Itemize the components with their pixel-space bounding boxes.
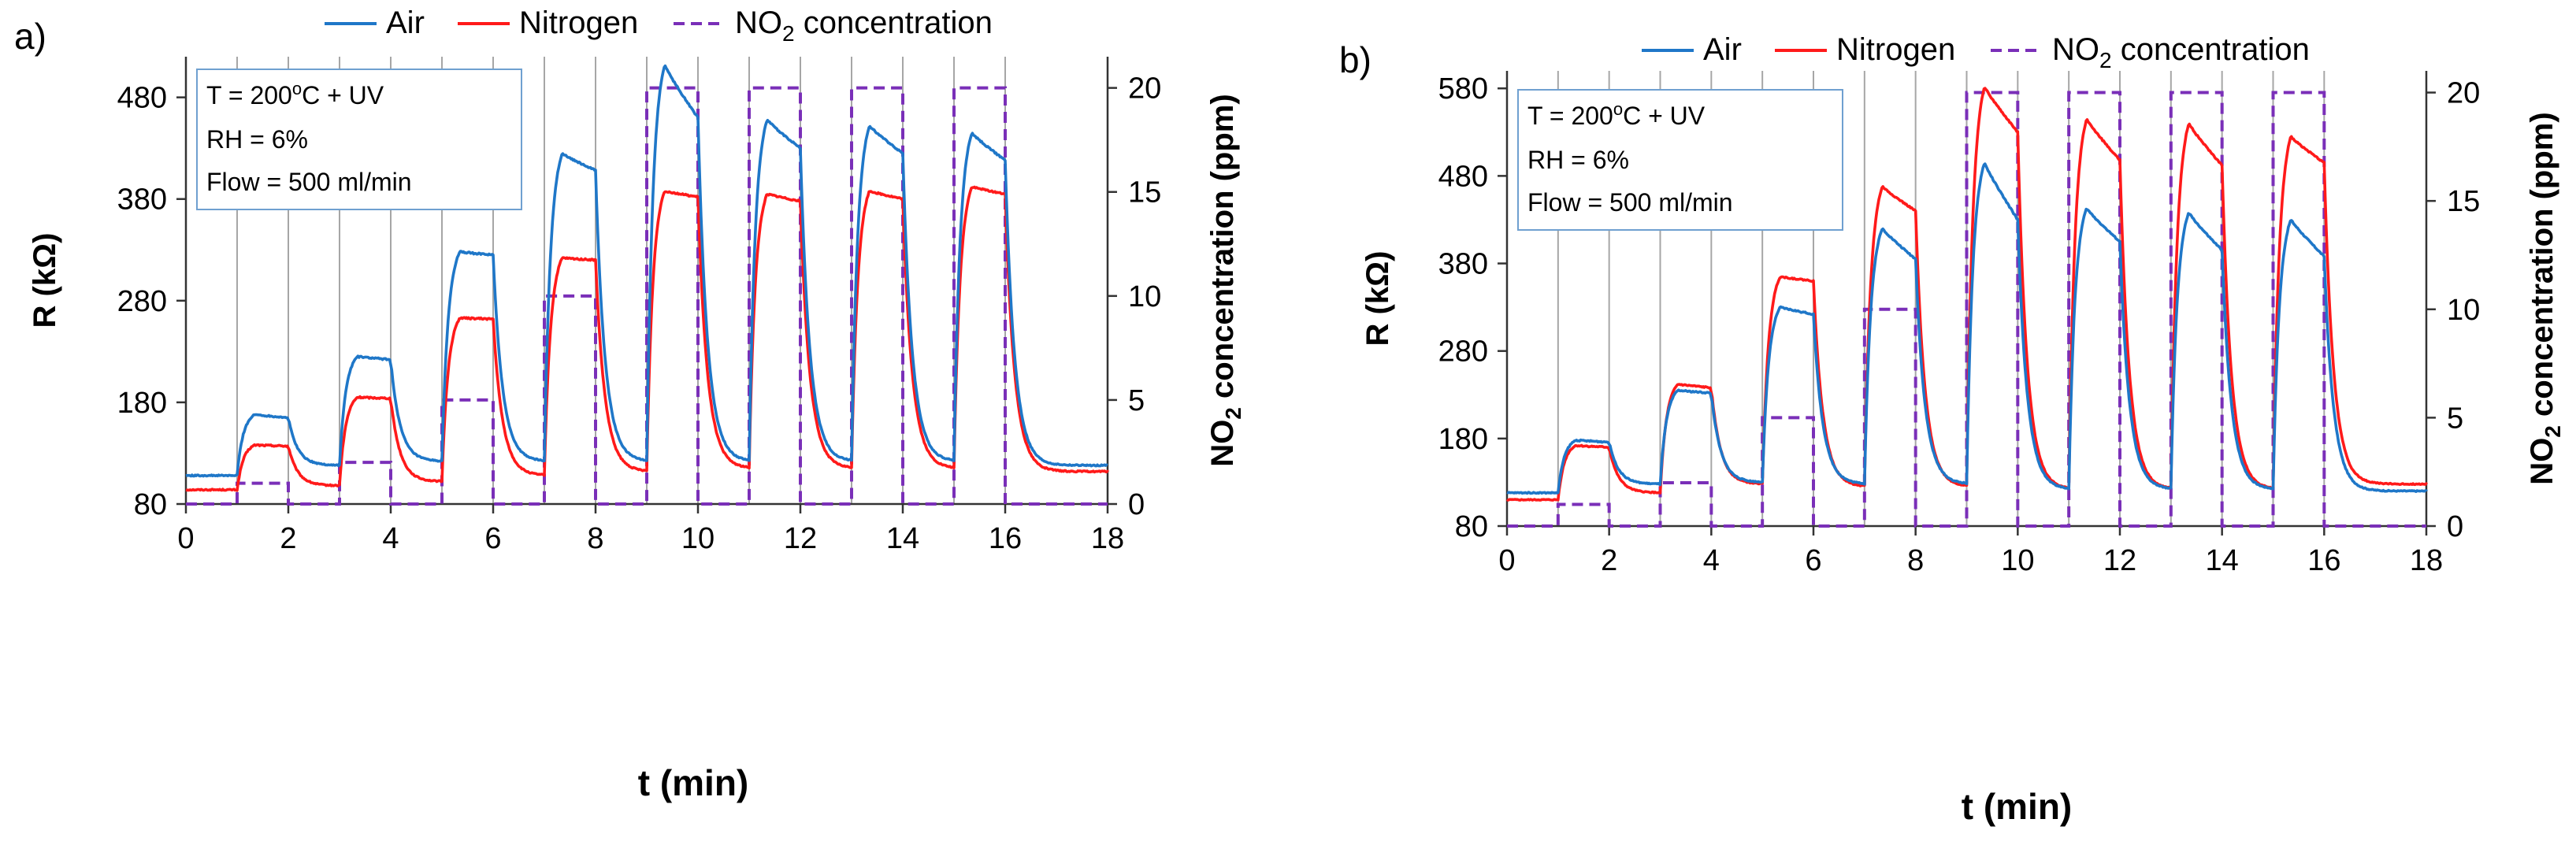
y-tick-label: 180	[117, 387, 167, 420]
x-tick-label: 4	[382, 522, 399, 555]
legend-label-no2: NO2 concentration	[2052, 32, 2310, 72]
legend-label-nitrogen: Nitrogen	[1836, 32, 1955, 67]
x-tick-label: 10	[681, 522, 715, 555]
annotation-flow: Flow = 500 ml/min	[206, 168, 412, 196]
x-tick-label: 0	[177, 522, 194, 555]
legend-label-no2: NO2 concentration	[735, 6, 993, 46]
y-tick-label: 280	[117, 285, 167, 318]
y2-tick-label: 0	[1128, 488, 1145, 521]
panel-label: b)	[1339, 39, 1372, 80]
y-axis-title: R (kΩ)	[1360, 251, 1395, 347]
y2-tick-label: 10	[2447, 294, 2480, 327]
annotation-humidity: RH = 6%	[1527, 146, 1629, 174]
x-tick-label: 4	[1703, 544, 1720, 577]
y2-tick-label: 0	[2447, 510, 2463, 543]
x-tick-label: 2	[1601, 544, 1617, 577]
y-tick-label: 80	[1455, 510, 1488, 543]
y2-axis-title: NO2 concentration (ppm)	[2525, 112, 2565, 484]
x-tick-label: 0	[1498, 544, 1515, 577]
x-tick-label: 12	[2103, 544, 2136, 577]
panel-a: 80 180 280 380 480 0 5 10 15 20 0 2 4 6 8 10 12 14 16 18 a) A…	[14, 6, 1245, 803]
series-air	[1506, 162, 2428, 495]
x-tick-label: 2	[280, 522, 296, 555]
y2-tick-label: 15	[1128, 176, 1161, 209]
x-tick-label: 14	[2206, 544, 2239, 577]
legend-label-nitrogen: Nitrogen	[519, 6, 638, 40]
y-tick-label: 580	[1438, 72, 1488, 106]
annotation-box	[196, 69, 522, 210]
x-tick-label: 8	[1907, 544, 1924, 577]
annotation-flow: Flow = 500 ml/min	[1527, 188, 1733, 217]
y2-tick-label: 20	[1128, 72, 1161, 106]
x-tick-label: 16	[989, 522, 1022, 555]
x-tick-label: 10	[2001, 544, 2034, 577]
annotation-box	[1517, 89, 1843, 231]
y-axis-title: R (kΩ)	[28, 233, 62, 328]
x-tick-label: 12	[784, 522, 817, 555]
x-tick-label: 6	[1805, 544, 1821, 577]
y2-tick-label: 15	[2447, 185, 2480, 218]
series-no2-concentration	[1507, 91, 2426, 528]
annotation-temperature: T = 200oC + UV	[206, 79, 384, 109]
y2-tick-label: 20	[2447, 77, 2480, 110]
panel-b: 80 180 280 380 480 580 0 5 10 15 20 0 2 4 6 8 10 12 14 16 18…	[1339, 32, 2565, 827]
x-tick-label: 18	[1091, 522, 1124, 555]
x-axis-title: t (min)	[638, 762, 749, 803]
y-tick-label: 80	[134, 488, 167, 521]
panel-label: a)	[14, 16, 46, 57]
y2-tick-label: 5	[1128, 384, 1145, 417]
y-tick-label: 480	[1438, 160, 1488, 193]
y2-axis-title: NO2 concentration (ppm)	[1205, 94, 1245, 466]
legend-label-air: Air	[386, 6, 425, 40]
y-tick-label: 180	[1438, 423, 1488, 456]
x-tick-label: 8	[587, 522, 603, 555]
y-tick-label: 380	[117, 183, 167, 217]
annotation-humidity: RH = 6%	[206, 125, 308, 154]
x-axis-title: t (min)	[1962, 786, 2073, 827]
x-tick-label: 16	[2307, 544, 2340, 577]
x-tick-label: 14	[886, 522, 919, 555]
y-tick-label: 480	[117, 82, 167, 115]
annotation-temperature: T = 200oC + UV	[1527, 99, 1706, 130]
y-tick-label: 380	[1438, 248, 1488, 281]
y2-tick-label: 10	[1128, 280, 1161, 313]
series-air	[185, 64, 1108, 478]
y2-tick-label: 5	[2447, 402, 2463, 435]
legend-label-air: Air	[1703, 32, 1742, 67]
x-tick-label: 18	[2410, 544, 2443, 577]
y-tick-label: 280	[1438, 335, 1488, 369]
x-tick-label: 6	[484, 522, 501, 555]
